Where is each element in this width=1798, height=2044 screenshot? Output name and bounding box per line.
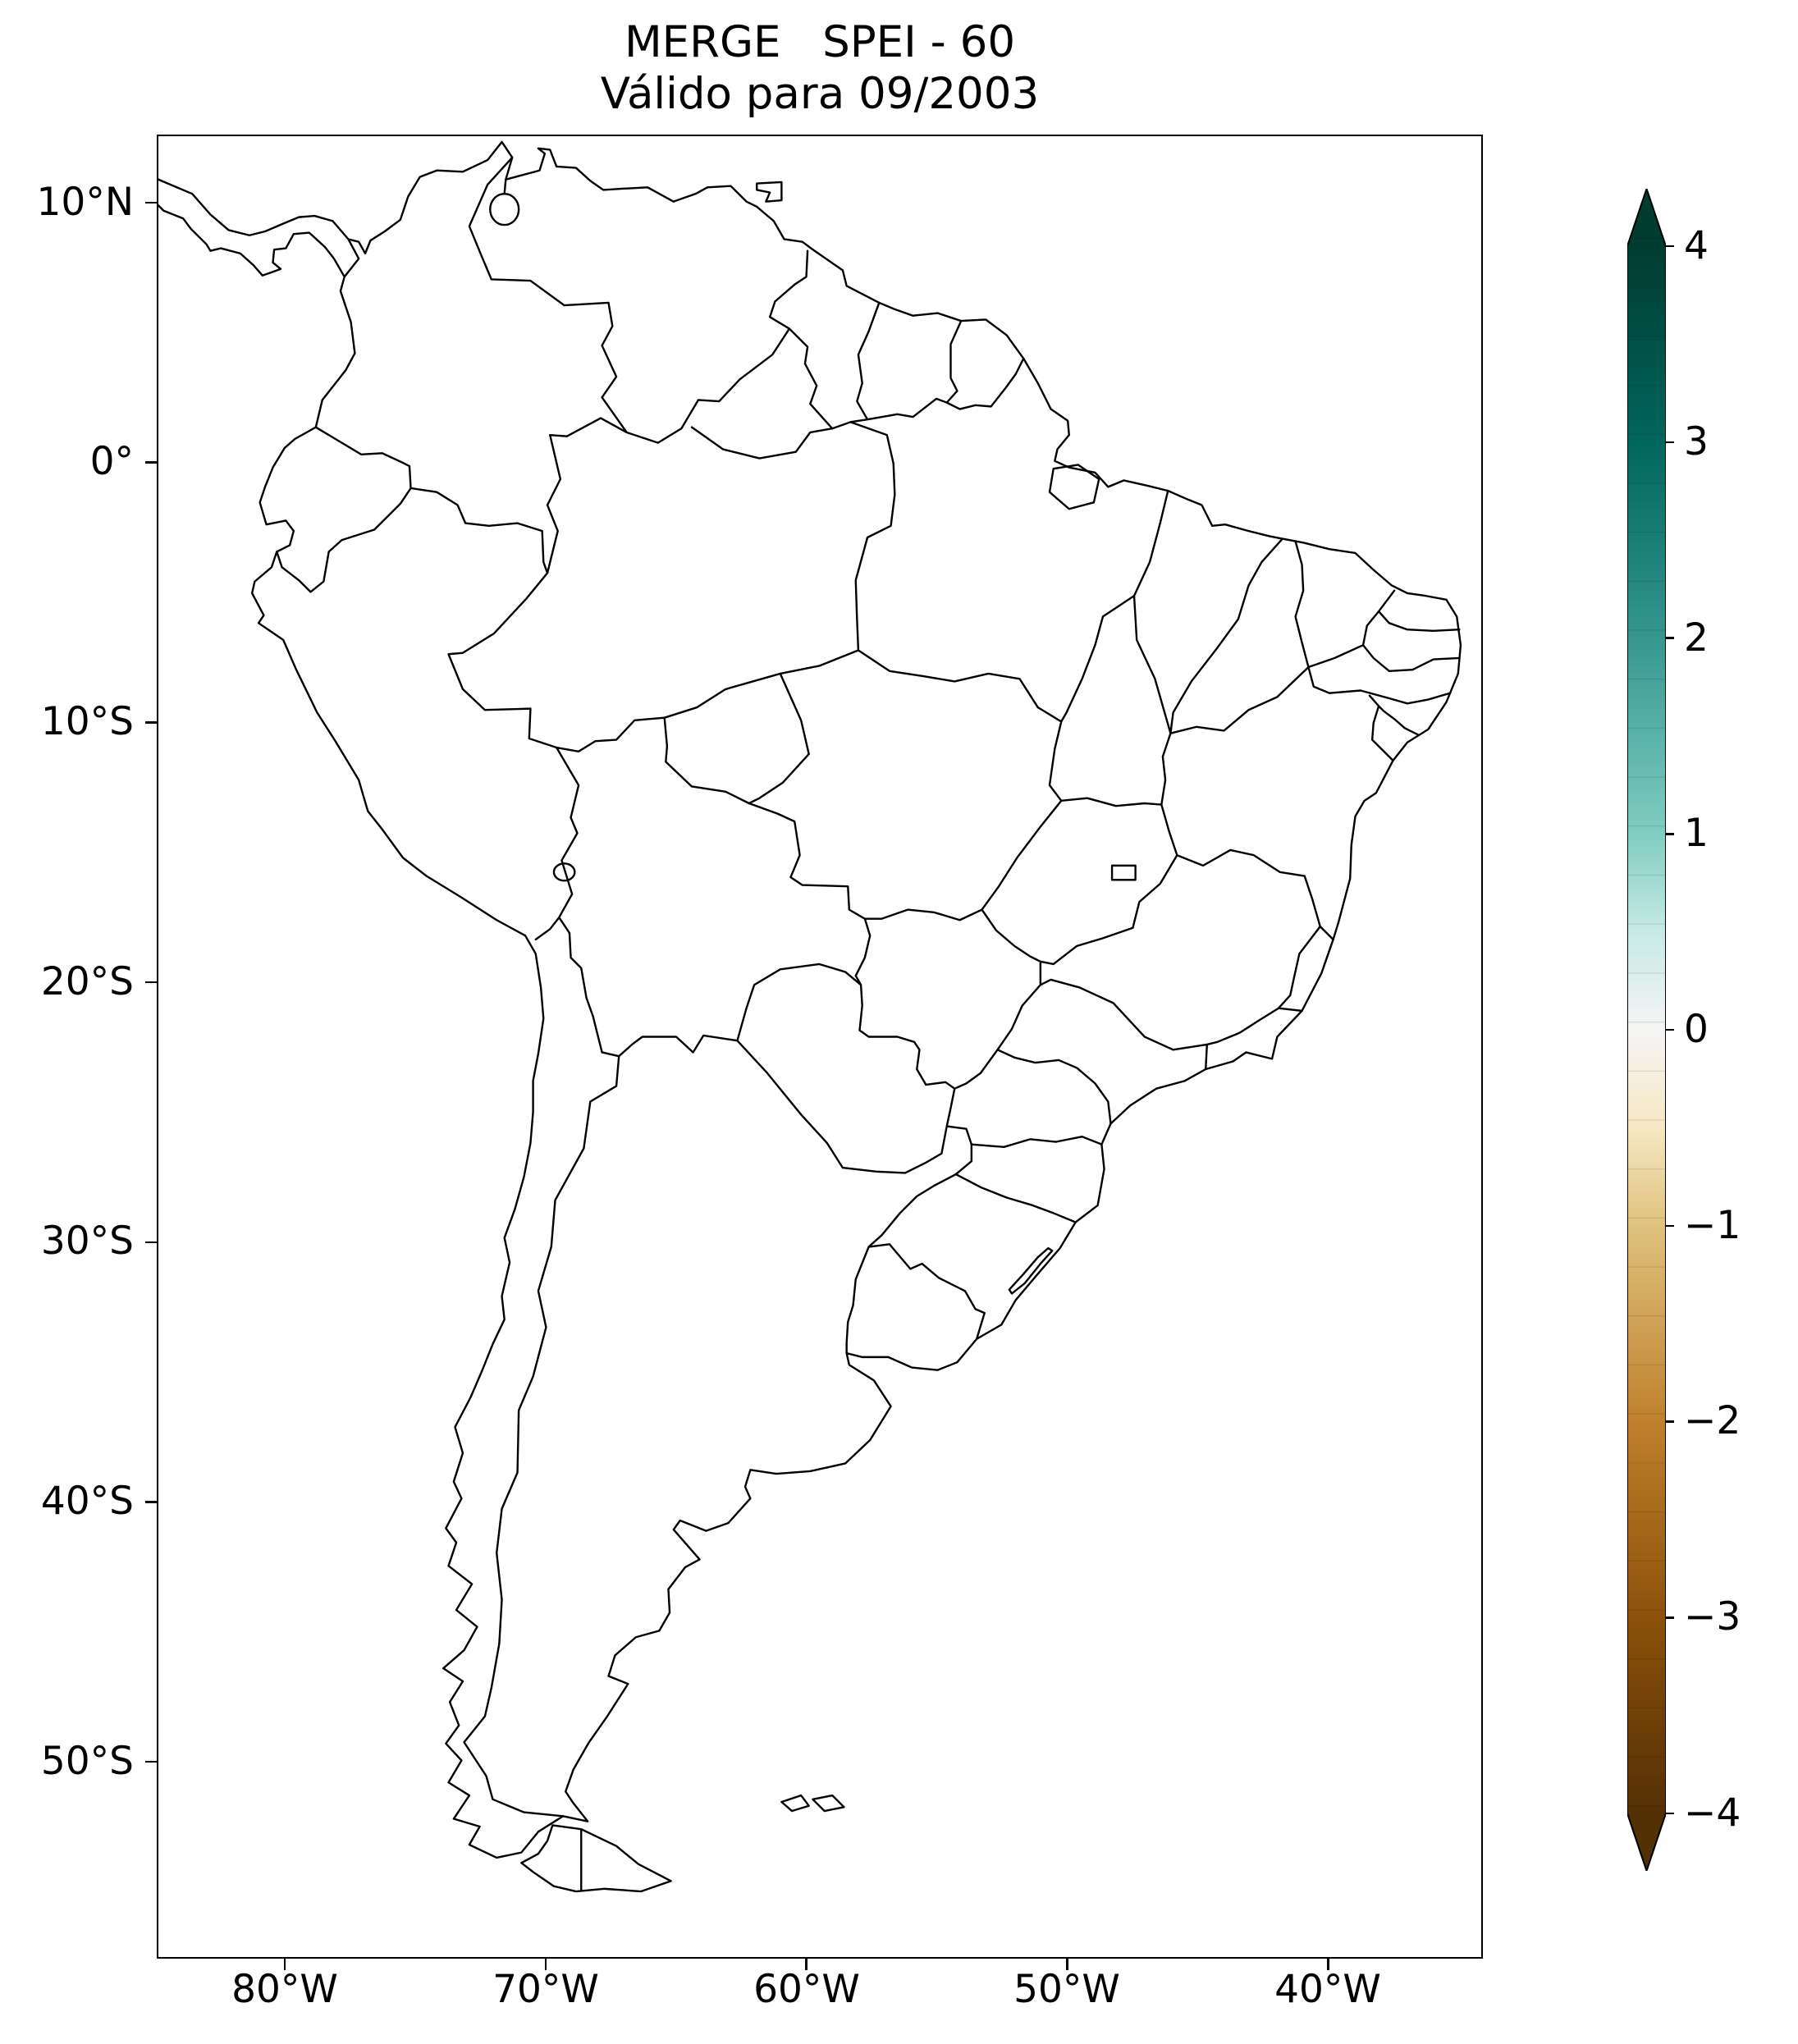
y-tick-label: 10°N (36, 180, 134, 225)
colorbar-tick-label: −4 (1684, 1790, 1741, 1836)
colorbar-tick-label: 3 (1684, 419, 1709, 464)
colorbar-level-steps (1627, 189, 1666, 1871)
colorbar-tick-label: 4 (1684, 223, 1709, 268)
brazil-state-borders-path (665, 422, 1460, 1222)
south-america-map (158, 136, 1481, 1957)
colorbar-tick-label: 2 (1684, 615, 1709, 661)
x-tick-label: 70°W (492, 1967, 599, 2012)
plot-title: MERGE SPEI - 60 Válido para 09/2003 (157, 16, 1483, 120)
y-axis-tick (145, 201, 157, 204)
x-axis-tick (1327, 1959, 1329, 1970)
x-tick-label: 40°W (1274, 1967, 1381, 2012)
y-axis-tick (145, 981, 157, 984)
lake-maracaibo (490, 194, 519, 225)
y-tick-label: 30°S (40, 1219, 134, 1264)
x-tick-label: 80°W (231, 1967, 338, 2012)
x-axis-tick (1066, 1959, 1068, 1970)
lake-titicaca (554, 863, 574, 880)
colorbar-tick (1666, 1224, 1674, 1227)
colorbar-tick (1666, 1028, 1674, 1031)
lake-maracaibo-strait (505, 180, 506, 194)
map-frame: INPE (157, 135, 1483, 1959)
colorbar-tick (1666, 833, 1674, 835)
y-axis-tick (145, 721, 157, 724)
x-axis-tick (805, 1959, 807, 1970)
y-axis-tick (145, 1501, 157, 1503)
colorbar-tick (1666, 1812, 1674, 1815)
x-axis-tick (283, 1959, 286, 1970)
lagoa-dos-patos (1009, 1248, 1052, 1293)
colorbar-tick-label: 1 (1684, 811, 1709, 856)
colorbar-tick-label: −2 (1684, 1398, 1741, 1443)
colorbar-tick (1666, 1616, 1674, 1619)
colorbar-tick (1666, 245, 1674, 248)
colorbar-tick (1666, 1420, 1674, 1423)
title-line-1: MERGE SPEI - 60 (624, 17, 1016, 67)
title-line-2: Válido para 09/2003 (600, 69, 1040, 119)
y-tick-label: 0° (89, 439, 134, 484)
inpe-logo: INPE (1481, 1929, 1483, 1959)
y-axis-tick (145, 461, 157, 464)
colorbar (1627, 189, 1666, 1871)
y-tick-label: 40°S (40, 1479, 134, 1524)
colorbar-tick-label: −3 (1684, 1594, 1741, 1639)
colorbar-tick-label: 0 (1684, 1007, 1709, 1052)
colorbar-tick (1666, 441, 1674, 443)
x-axis-tick (544, 1959, 547, 1970)
y-axis-tick (145, 1241, 157, 1243)
y-axis-tick (145, 1760, 157, 1763)
colorbar-tick (1666, 637, 1674, 639)
y-tick-label: 50°S (40, 1739, 134, 1784)
y-tick-label: 20°S (40, 959, 134, 1004)
islands-path (521, 182, 1099, 1891)
y-tick-label: 10°S (40, 699, 134, 744)
coastline-path (158, 142, 1461, 1858)
x-tick-label: 50°W (1013, 1967, 1120, 2012)
x-tick-label: 60°W (753, 1967, 860, 2012)
colorbar-tick-label: −1 (1684, 1203, 1741, 1248)
country-borders-path (277, 158, 1023, 1891)
